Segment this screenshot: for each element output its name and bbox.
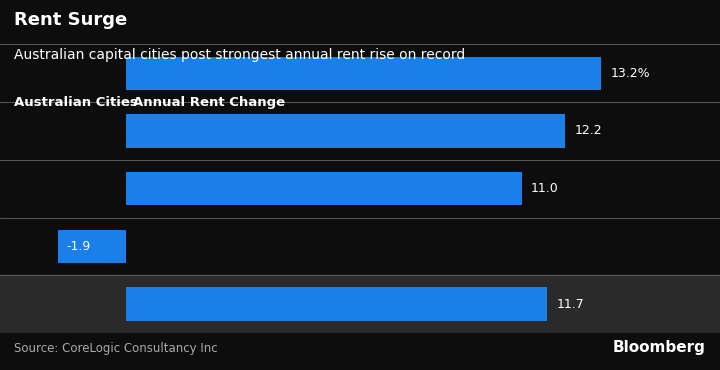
Text: Australian capital cities post strongest annual rent rise on record: Australian capital cities post strongest… <box>14 48 466 62</box>
Text: Rent Surge: Rent Surge <box>14 11 127 29</box>
Bar <box>126 172 522 205</box>
Text: -1.9: -1.9 <box>67 240 91 253</box>
Bar <box>0 275 720 333</box>
Text: 11.0: 11.0 <box>531 182 559 195</box>
Text: 11.7: 11.7 <box>557 297 584 311</box>
Bar <box>126 57 601 90</box>
Text: Annual Rent Change: Annual Rent Change <box>133 96 285 109</box>
Text: 13.2%: 13.2% <box>611 67 650 80</box>
Bar <box>58 230 126 263</box>
Bar <box>126 287 547 321</box>
Text: 12.2: 12.2 <box>575 124 602 138</box>
Text: Source: CoreLogic Consultancy Inc: Source: CoreLogic Consultancy Inc <box>14 342 218 355</box>
Text: Australian Cities: Australian Cities <box>14 96 138 109</box>
Text: Bloomberg: Bloomberg <box>613 340 706 355</box>
Bar <box>126 114 565 148</box>
